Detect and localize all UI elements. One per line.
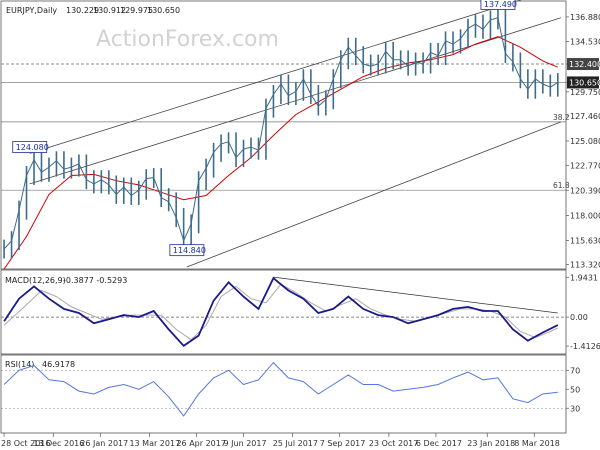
rsi-line: [3, 361, 558, 417]
price-axis-tick-label: 136.880: [570, 13, 600, 22]
price-axis-tick-label: 134.530: [570, 38, 600, 47]
price-path-line: [3, 17, 559, 250]
price-axis-tick-label: 113.320: [570, 261, 600, 270]
price-axis-tick-label: 115.630: [570, 236, 600, 245]
macd-axis-tick-label: 0.00: [570, 313, 588, 322]
price-badge: [567, 76, 599, 89]
ohlc-high: 130.912: [93, 6, 126, 15]
macd-axis: 1.9431 0.00 -1.4126: [566, 273, 600, 351]
macd-axis-tick-label: -1.4126: [570, 342, 600, 351]
price-callout-label: 137.490: [484, 0, 517, 9]
ohlc-close: 130.650: [147, 6, 180, 15]
price-plot-area: 38.2 61.8 137.490 124.080 114.840: [1, 0, 570, 270]
price-axis: 136.880 134.530 132.400 130.650129.750 127.4…: [566, 13, 600, 270]
ohlc-open: 130.229: [66, 6, 99, 15]
price-callout-box: [12, 141, 48, 153]
time-axis-tick-label: 7 Sep 2017: [320, 439, 366, 448]
price-callout-label: 114.840: [173, 246, 206, 255]
macd-trendline: [273, 276, 558, 314]
fibonacci-level-label: 61.8: [553, 181, 570, 190]
time-axis-tick-label: 26 Apr 2017: [176, 439, 225, 448]
rsi-axis: 70 50 30: [566, 366, 580, 413]
price-badge-label: 132.400: [569, 60, 600, 69]
fibonacci-level-label: 38.2: [553, 113, 570, 122]
rsi-axis-tick-label: 30: [570, 404, 580, 413]
rsi-plot-area: [1, 361, 566, 417]
price-panel-frame: [0, 0, 567, 270]
rsi-axis-tick-label: 50: [570, 385, 580, 394]
channel-trendline: [186, 121, 562, 268]
time-axis-tick-label: 23 Jan 2018: [467, 439, 515, 448]
price-callout-box: [480, 0, 516, 10]
price-axis-tick-label: 129.750: [570, 88, 600, 97]
price-callout-box: [169, 244, 205, 257]
chart-watermark: ActionForex.com: [96, 27, 279, 52]
price-callout-label: 124.080: [16, 143, 49, 152]
channel-trendline: [29, 0, 522, 154]
price-badge: [567, 58, 599, 71]
price-axis-tick-label: 122.770: [570, 161, 600, 170]
rsi-axis-tick-label: 70: [570, 366, 580, 375]
price-axis-tick-label: 120.390: [570, 186, 600, 195]
time-axis-tick-label: 28 Oct 2016: [1, 439, 50, 448]
macd-line: [3, 276, 559, 347]
macd-panel-frame: [0, 269, 567, 355]
price-badge-label: 130.650: [569, 78, 600, 87]
price-panel-title: EURJPY,Daily: [6, 6, 57, 15]
time-axis-tick-label: 13 Dec 2016: [33, 439, 84, 448]
moving-average-line: [3, 36, 558, 270]
price-axis-tick-label: 118.000: [570, 211, 600, 220]
ohlc-low: 129.975: [120, 6, 153, 15]
macd-panel-values: -0.3877 -0.5293: [63, 276, 127, 285]
time-axis-tick-label: 6 Dec 2017: [416, 439, 462, 448]
time-axis-tick-label: 13 Mar 2017: [129, 439, 180, 448]
time-axis-tick-label: 8 Mar 2018: [514, 439, 560, 448]
macd-plot-area: [1, 276, 566, 347]
rsi-panel-title: RSI(14): [5, 360, 34, 369]
macd-axis-tick-label: 1.9431: [570, 273, 598, 282]
rsi-panel-value: 46.9178: [42, 360, 75, 369]
price-axis-tick-label: 125.080: [570, 137, 600, 146]
time-axis-tick-label: 9 Jun 2017: [224, 439, 267, 448]
time-axis-tick-label: 26 Jan 2017: [80, 439, 128, 448]
macd-panel-title: MACD(12,26,9): [5, 276, 66, 285]
rsi-panel-frame: [0, 354, 567, 434]
time-axis-tick-label: 23 Oct 2017: [369, 439, 418, 448]
price-axis-tick-label: 127.460: [570, 112, 600, 121]
time-axis-tick-label: 25 Jul 2017: [273, 439, 318, 448]
